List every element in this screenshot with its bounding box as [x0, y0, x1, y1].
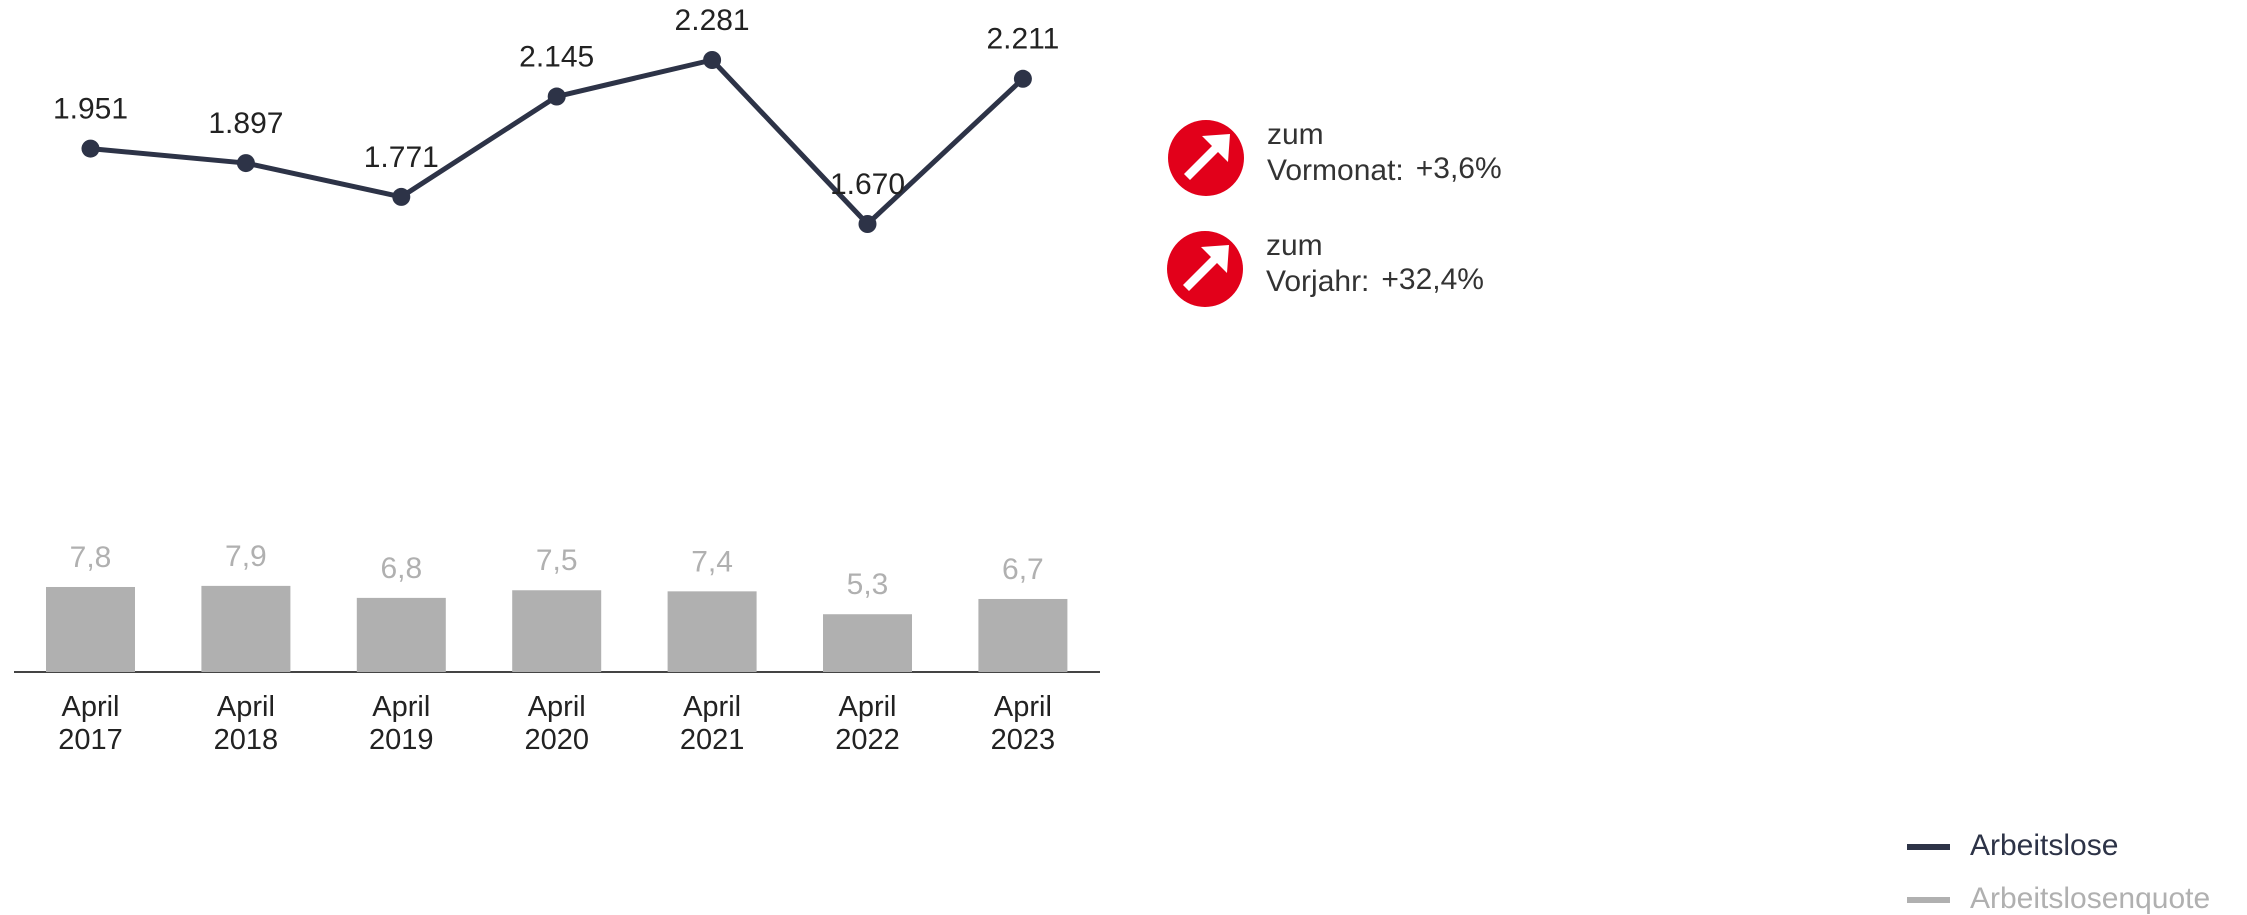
line-value-label: 1.897 [208, 107, 283, 140]
legend-label: Arbeitslosenquote [1970, 882, 2210, 915]
line-point [392, 187, 411, 206]
bar-value-label: 5,3 [847, 568, 889, 601]
indicator-value: +32,4% [1381, 263, 1484, 296]
indicator-arrow [1183, 245, 1229, 291]
line-point [703, 51, 722, 69]
bar [46, 586, 135, 672]
bar-value-label: 6,8 [380, 552, 422, 585]
bar-value-label: 7,8 [70, 541, 112, 574]
x-tick-label: April 2020 [524, 691, 589, 756]
line-value-label: 2.211 [986, 23, 1059, 56]
bar-value-label: 7,4 [691, 545, 733, 578]
line-value-label: 1.670 [830, 168, 905, 201]
line-value-label: 2.281 [675, 4, 750, 37]
indicator-label: zum Vorjahr: [1266, 229, 1369, 298]
line-value-label: 2.145 [519, 40, 594, 73]
legend-label: Arbeitslose [1970, 829, 2118, 862]
bar [978, 598, 1068, 672]
line-point [236, 154, 255, 173]
bar [512, 590, 602, 672]
bar-value-label: 7,5 [536, 544, 578, 577]
x-tick-label: April 2022 [835, 691, 900, 756]
bar [201, 585, 291, 672]
x-tick-label: April 2021 [680, 691, 745, 756]
indicator-value: +3,6% [1416, 152, 1502, 185]
bar [823, 614, 912, 672]
indicator-arrow [1184, 134, 1230, 180]
bar-value-label: 7,9 [225, 540, 267, 573]
line-point [81, 139, 100, 158]
x-tick-label: April 2017 [58, 691, 123, 756]
indicator-label: zum Vormonat: [1267, 118, 1404, 187]
x-tick-label: April 2019 [369, 691, 434, 756]
line-point [547, 87, 566, 106]
line-value-label: 1.771 [364, 141, 439, 174]
line-value-label: 1.951 [53, 92, 128, 125]
bar [667, 591, 757, 672]
x-tick-label: April 2018 [214, 691, 279, 756]
bar-value-label: 6,7 [1002, 553, 1044, 586]
line-point [858, 215, 877, 233]
bar [356, 597, 446, 672]
indicator-icon [1167, 231, 1243, 307]
x-tick-label: April 2023 [991, 691, 1056, 756]
line-point [1013, 69, 1032, 88]
indicator-icon [1168, 120, 1244, 196]
